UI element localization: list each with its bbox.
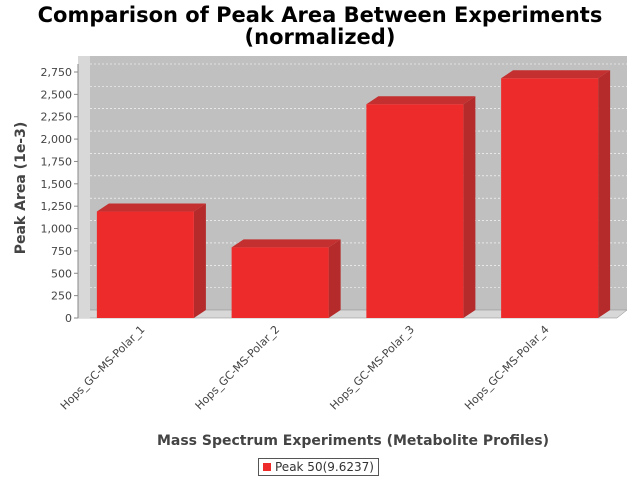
x-tick-label: Hops_GC-MS-Polar_2 [193,323,283,413]
y-tick-label: 2,750 [41,66,73,79]
y-axis-label: Peak Area (1e-3) [13,122,29,255]
y-tick-label: 1,250 [41,200,73,213]
bar-top [231,239,341,248]
plot-background [78,56,627,318]
legend: Peak 50(9.6237) [258,458,379,476]
bar-top [96,203,206,212]
bar-side [598,70,611,319]
y-tick-label: 0 [65,312,72,325]
y-tick-label: 2,000 [41,133,73,146]
x-tick-label: Hops_GC-MS-Polar_3 [327,323,417,413]
chart-subtitle: (normalized) [244,25,396,49]
bar [501,78,599,319]
legend-swatch [263,463,271,471]
x-tick-label: Hops_GC-MS-Polar_1 [58,323,148,413]
y-tick-label: 2,250 [41,111,73,124]
bar-top [501,70,611,79]
y-tick-label: 1,500 [41,178,73,191]
y-tick-label: 250 [51,290,72,303]
bar-side [193,203,206,318]
y-tick-label: 1,750 [41,155,73,168]
plot-left-wall [78,56,90,318]
bar [96,211,194,318]
y-tick-label: 1,000 [41,223,73,236]
bar-side [328,239,341,318]
legend-label: Peak 50(9.6237) [275,460,374,474]
bar [366,104,464,318]
bar-side [463,96,476,318]
y-tick-label: 500 [51,267,72,280]
y-tick-label: 750 [51,245,72,258]
x-tick-label: Hops_GC-MS-Polar_4 [462,323,552,413]
x-axis-label: Mass Spectrum Experiments (Metabolite Pr… [157,433,549,449]
bar [231,247,329,318]
bar-top [366,96,476,105]
y-tick-label: 2,500 [41,88,73,101]
chart-title: Comparison of Peak Area Between Experime… [37,3,603,27]
